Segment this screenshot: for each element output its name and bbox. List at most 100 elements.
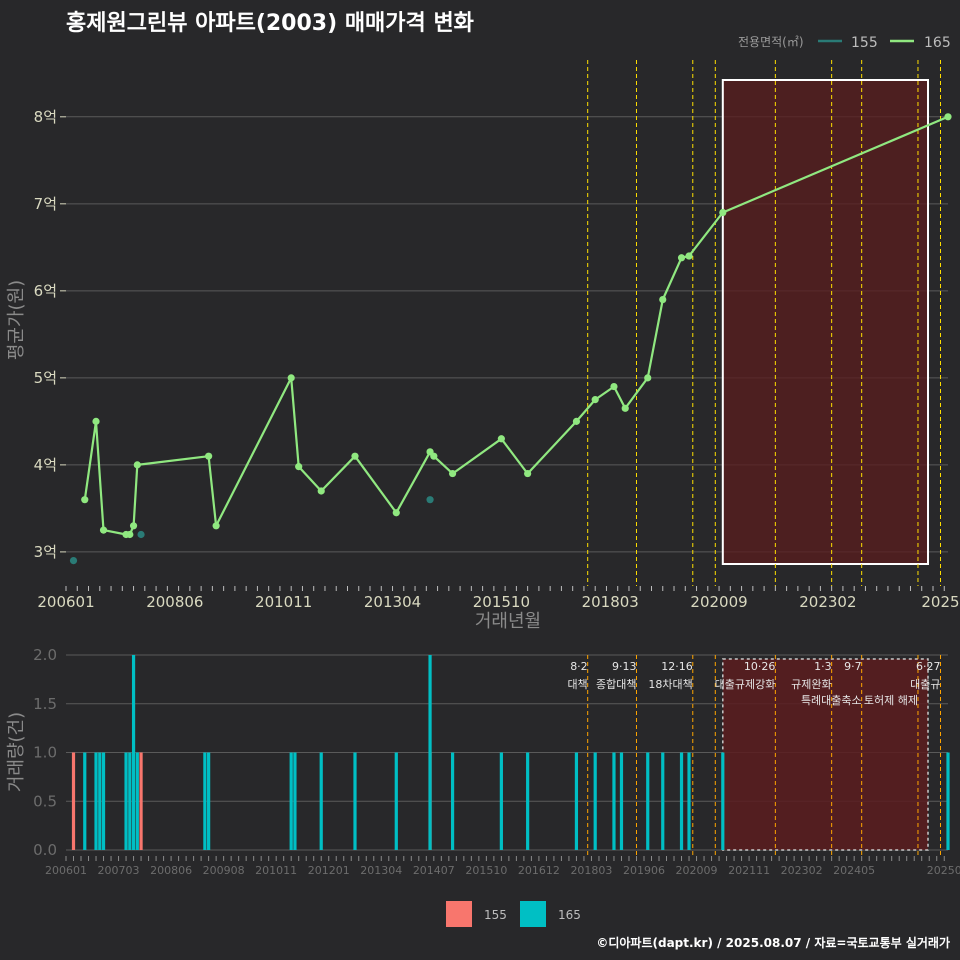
data-point-165 — [205, 452, 213, 460]
bar-165 — [450, 752, 455, 850]
bar-165 — [135, 752, 139, 850]
top-event-lines — [587, 60, 941, 586]
bottom-x-tick-label: 201304 — [360, 864, 402, 877]
data-point-165 — [287, 374, 295, 382]
top-x-tick-label: 202302 — [799, 593, 856, 611]
bar-165 — [687, 752, 691, 850]
bar-165 — [526, 752, 530, 850]
event-policy-label: 18차대책 — [648, 678, 692, 691]
bottom-x-tick-label: 200908 — [203, 864, 245, 877]
footer-credit: ©디아파트(dapt.kr) / 2025.08.07 / 자료=국토교통부 실… — [596, 935, 950, 950]
bar-165 — [94, 752, 98, 850]
bottom-axes: 0.0 0.5 1.0 1.5 2.0 200601 200703 200806 200908 2… — [33, 646, 960, 877]
bottom-y-tick-label: 2.0 — [33, 646, 57, 664]
data-point-165 — [212, 522, 220, 530]
bottom-x-tick-label: 202009 — [676, 864, 718, 877]
data-point-165 — [295, 463, 303, 471]
bar-155 — [71, 752, 76, 850]
top-y-tick-label: 6억 — [34, 282, 57, 300]
top-y-tick-label: 4억 — [34, 456, 57, 474]
data-point-165 — [644, 374, 652, 382]
top-x-axis-title: 거래년월 — [475, 611, 541, 632]
bottom-highlight-box — [722, 658, 929, 851]
bar-165 — [499, 752, 503, 850]
bar-165 — [679, 752, 684, 850]
top-highlight-region — [721, 79, 930, 565]
bottom-x-tick-label: 201510 — [465, 864, 507, 877]
legend-label-155: 155 — [851, 35, 878, 51]
bar-165 — [289, 752, 293, 850]
event-date-label: 9·7 — [844, 660, 862, 673]
data-point-165 — [610, 382, 618, 391]
data-point-165 — [92, 417, 100, 425]
top-x-tick-label: 200806 — [146, 593, 203, 611]
event-policy-label: 종합대책 — [596, 678, 636, 691]
bottom-x-tick-label: 201803 — [570, 864, 612, 877]
bottom-y-tick-label: 1.5 — [33, 695, 57, 713]
top-highlight-box — [721, 79, 930, 565]
top-x-tick-label: 201011 — [255, 593, 312, 611]
bottom-x-tick-label: 201201 — [308, 864, 350, 877]
event-date-label: 9·13 — [612, 660, 637, 673]
data-point-155 — [137, 530, 145, 539]
top-series — [69, 113, 952, 565]
top-y-tick-label: 5억 — [34, 369, 57, 387]
event-policy-label: 토허제 해제 — [864, 693, 918, 707]
bottom-x-tick-label: 201612 — [518, 864, 560, 877]
top-y-tick-label: 7억 — [34, 195, 57, 213]
bottom-x-tick-label: 202302 — [781, 864, 823, 877]
top-x-tick-label: 202009 — [690, 593, 747, 611]
bottom-legend-label-165: 165 — [558, 908, 581, 922]
bottom-event-lines: 8·2 대책 9·13 종합대책 12·16 18차대책 10·26 대출규제강화 1·3 규제완… — [567, 655, 941, 858]
bottom-bars — [71, 655, 950, 850]
bar-165 — [203, 752, 207, 850]
top-gridlines — [66, 116, 948, 553]
event-policy-label: 대출규 — [910, 678, 940, 691]
top-y-tick-label: 8억 — [34, 108, 57, 126]
bar-165 — [593, 752, 597, 850]
bar-165 — [353, 752, 357, 850]
event-date-label: 10·26 — [744, 660, 776, 673]
event-date-label: 8·2 — [570, 660, 588, 673]
data-point-165 — [591, 396, 599, 404]
bottom-y-axis-title: 거래량(건) — [6, 712, 27, 792]
bar-165 — [428, 655, 432, 850]
bar-165 — [319, 752, 323, 850]
bar-165 — [131, 655, 136, 850]
data-point-165 — [99, 526, 108, 534]
event-policy-label: 특례대출축소 — [801, 694, 862, 707]
bottom-legend-swatch-165 — [520, 901, 546, 927]
top-x-tick-label: 201304 — [364, 593, 421, 611]
event-policy-label: 대책 — [567, 678, 587, 691]
data-point-165 — [126, 530, 134, 539]
event-policy-label: 대출규제강화 — [715, 678, 776, 691]
bar-165 — [619, 752, 624, 850]
bar-165 — [293, 752, 297, 850]
chart-title: 홍제원그린뷰 아파트(2003) 매매가격 변화 — [66, 11, 474, 36]
data-point-155 — [69, 556, 78, 565]
data-point-165 — [392, 509, 400, 517]
top-x-tick-label: 200601 — [37, 593, 94, 611]
top-axes: 3억 4억 5억 6억 7억 8억 200601 200806 201011 201304 2015… — [34, 108, 960, 611]
bar-165 — [394, 752, 398, 850]
data-point-165 — [719, 208, 727, 217]
data-point-165 — [685, 252, 693, 260]
data-point-165 — [430, 452, 438, 460]
event-date-label: 1·3 — [814, 660, 832, 673]
bar-165 — [574, 752, 579, 850]
legend-title: 전용면적(㎡) — [738, 35, 804, 49]
bottom-legend-label-155: 155 — [484, 908, 507, 922]
top-x-tick-label: 201803 — [582, 593, 639, 611]
data-point-155 — [426, 496, 434, 504]
bottom-y-tick-label: 1.0 — [33, 744, 57, 762]
data-point-165 — [677, 254, 686, 262]
bottom-highlight-region — [722, 658, 929, 851]
bar-165 — [128, 752, 132, 850]
bottom-x-tick-label: 201906 — [623, 864, 665, 877]
top-x-tick-label: 2025 — [921, 593, 959, 611]
bottom-x-tick-label: 201407 — [413, 864, 455, 877]
top-legend: 전용면적(㎡) 155 165 — [738, 35, 951, 51]
bar-165 — [646, 752, 650, 850]
data-point-165 — [497, 435, 505, 443]
top-x-tick-label: 201510 — [473, 593, 530, 611]
